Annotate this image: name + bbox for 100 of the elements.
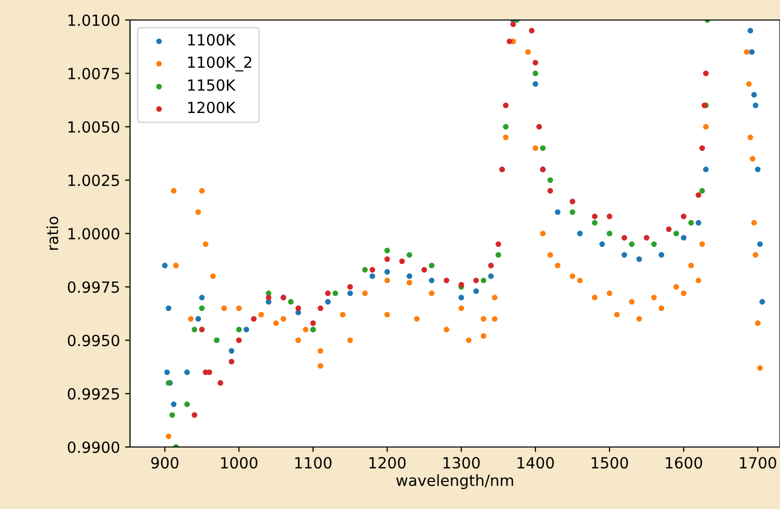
point <box>666 226 672 232</box>
point <box>536 124 542 130</box>
point <box>170 402 177 408</box>
point <box>502 102 509 108</box>
y-tick-label: 1.0075 <box>68 68 119 80</box>
x-axis-title: wavelength/nm <box>396 474 514 490</box>
point <box>444 278 450 284</box>
point <box>554 209 560 215</box>
x-tick-label: 1600 <box>666 456 702 469</box>
x-tick-label: 1200 <box>369 456 406 469</box>
point <box>651 241 657 247</box>
y-tick-label: 1.0100 <box>68 14 120 26</box>
point <box>458 294 464 300</box>
point <box>199 294 205 300</box>
point <box>699 145 705 151</box>
point <box>506 38 512 44</box>
point <box>751 92 757 98</box>
x-tick-label: 1300 <box>444 456 480 469</box>
x-tick-label: 1400 <box>518 456 554 469</box>
point <box>236 326 242 332</box>
y-tick-label: 1.0000 <box>68 228 120 240</box>
point <box>428 278 434 284</box>
point <box>370 273 376 279</box>
point <box>496 241 502 247</box>
point <box>384 248 390 254</box>
point <box>228 348 234 354</box>
point <box>199 305 205 312</box>
point <box>696 192 702 198</box>
point <box>644 234 650 241</box>
point <box>192 412 198 418</box>
legend-label: 1200K <box>188 102 236 114</box>
point <box>599 241 605 247</box>
point <box>362 267 368 273</box>
point <box>749 49 755 55</box>
point <box>218 380 224 386</box>
point <box>570 209 576 215</box>
point <box>488 262 494 268</box>
point <box>199 326 205 332</box>
point <box>295 305 302 312</box>
point <box>332 290 338 296</box>
point <box>370 267 376 273</box>
point <box>696 220 702 226</box>
point <box>752 102 758 108</box>
x-tick-label: 1500 <box>592 456 628 469</box>
point <box>195 316 201 322</box>
x-tick-label: 1100 <box>295 456 332 469</box>
x-tick-label: 1000 <box>221 456 258 469</box>
point <box>592 214 598 220</box>
point <box>528 28 534 34</box>
point <box>406 273 412 279</box>
point <box>658 252 664 258</box>
point <box>496 252 502 258</box>
point <box>680 214 686 220</box>
point <box>406 252 412 258</box>
point <box>488 273 494 279</box>
point <box>473 288 479 294</box>
point <box>748 28 754 34</box>
point <box>759 299 765 305</box>
point <box>532 81 538 87</box>
point <box>547 188 554 194</box>
point <box>236 337 242 344</box>
point <box>606 214 612 220</box>
point <box>166 305 172 312</box>
point <box>622 252 628 258</box>
point <box>592 220 598 226</box>
point <box>703 70 709 76</box>
point <box>502 124 509 130</box>
y-tick-label: 0.9975 <box>68 281 119 293</box>
point <box>169 412 176 418</box>
x-tick-label: 900 <box>151 456 178 469</box>
point <box>570 198 576 204</box>
point <box>688 220 694 226</box>
point <box>680 234 686 241</box>
point <box>164 369 170 376</box>
y-tick-label: 0.9900 <box>68 441 120 454</box>
point <box>480 278 486 284</box>
y-tick-label: 1.0050 <box>68 121 120 133</box>
point <box>399 258 405 264</box>
legend-label: 1100K <box>188 34 236 46</box>
y-axis-title: ratio <box>46 216 58 250</box>
point <box>757 241 763 247</box>
point <box>325 299 331 305</box>
y-tick-label: 1.0025 <box>68 174 119 186</box>
point <box>384 256 390 262</box>
point <box>347 290 353 296</box>
point <box>532 60 538 66</box>
point <box>606 230 612 236</box>
point <box>622 234 628 241</box>
point <box>540 145 546 151</box>
point <box>577 230 583 236</box>
point <box>421 267 428 273</box>
point <box>703 166 709 172</box>
point <box>458 282 464 288</box>
point <box>547 177 554 183</box>
x-tick-label: 1700 <box>740 456 776 469</box>
point <box>250 316 257 322</box>
point <box>473 278 479 284</box>
point <box>288 299 294 305</box>
point <box>184 402 190 408</box>
point <box>162 262 168 268</box>
